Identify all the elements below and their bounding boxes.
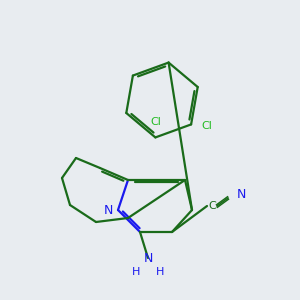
Text: C: C (208, 201, 216, 211)
Text: N: N (103, 203, 113, 217)
Text: N: N (143, 251, 153, 265)
Text: Cl: Cl (150, 117, 161, 128)
Text: H: H (156, 267, 164, 277)
Text: N: N (237, 188, 246, 200)
Text: Cl: Cl (201, 122, 212, 131)
Text: H: H (132, 267, 140, 277)
